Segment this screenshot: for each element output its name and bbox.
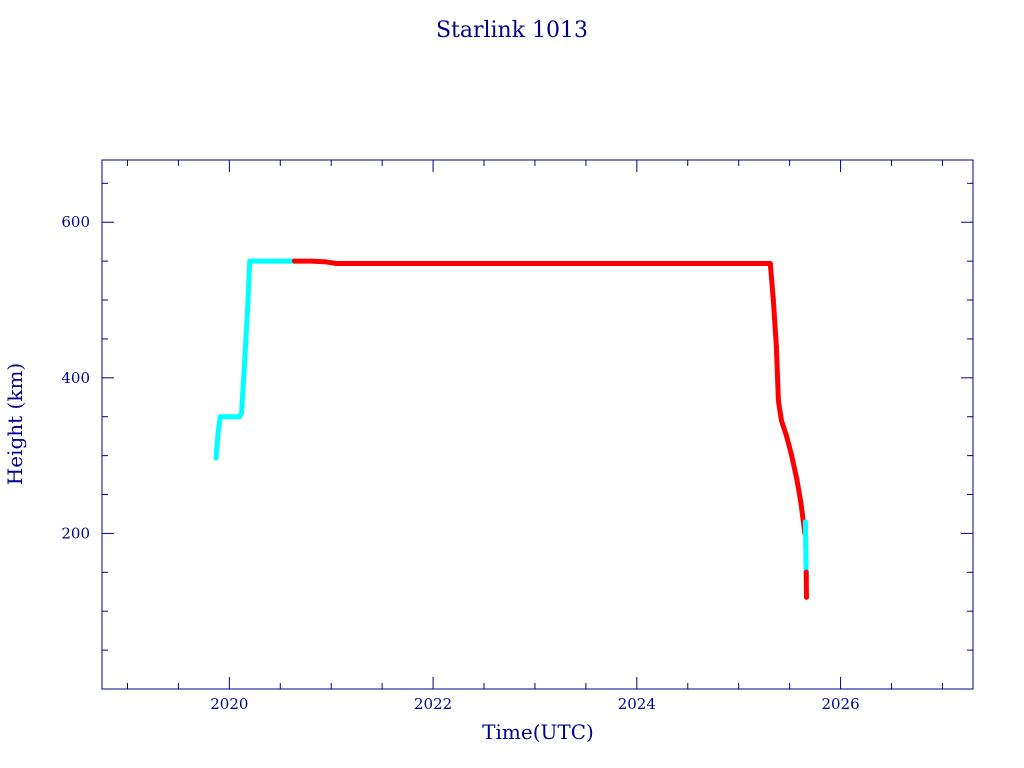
- data-point: [778, 418, 784, 424]
- chart-title: Starlink 1013: [436, 18, 588, 43]
- data-point: [784, 433, 790, 439]
- data-point: [430, 260, 436, 266]
- y-tick-label: 200: [61, 524, 90, 542]
- data-point: [775, 398, 781, 404]
- x-tick-label: 2026: [821, 695, 859, 713]
- data-point: [247, 258, 253, 264]
- data-point: [794, 476, 800, 482]
- data-point: [583, 260, 589, 266]
- data-point: [215, 429, 221, 435]
- data-point: [685, 260, 691, 266]
- data-point: [379, 260, 385, 266]
- data-point: [277, 258, 283, 264]
- data-point: [770, 297, 776, 303]
- series-line-1: [292, 258, 808, 536]
- plot-border: [101, 159, 974, 690]
- data-point: [213, 455, 219, 461]
- series-line-2: [802, 519, 809, 579]
- data-point: [308, 258, 314, 264]
- data-point: [226, 414, 232, 420]
- data-point: [231, 414, 237, 420]
- x-axis-label: Time(UTC): [482, 720, 594, 744]
- data-point: [239, 410, 245, 416]
- data-point: [221, 414, 227, 420]
- data-point: [532, 260, 538, 266]
- data-point: [803, 542, 809, 548]
- data-point: [242, 359, 248, 365]
- data-point: [803, 558, 809, 564]
- data-point: [803, 594, 809, 600]
- data-point: [767, 260, 773, 266]
- data-point: [736, 260, 742, 266]
- y-tick-label: 600: [61, 213, 90, 231]
- data-point: [245, 305, 251, 311]
- data-point: [237, 414, 243, 420]
- data-point: [333, 260, 339, 266]
- y-tick-label: 400: [61, 369, 90, 387]
- data-point: [292, 258, 298, 264]
- x-tick-label: 2024: [618, 695, 656, 713]
- data-point: [267, 258, 273, 264]
- data-point: [217, 414, 223, 420]
- data-point: [756, 260, 762, 266]
- series-line-0: [213, 258, 298, 461]
- data-point: [789, 453, 795, 459]
- data-marks: [213, 258, 809, 600]
- x-tick-label: 2020: [210, 695, 248, 713]
- data-point: [323, 259, 329, 265]
- data-point: [481, 260, 487, 266]
- data-point: [803, 569, 809, 575]
- plot-frame: [101, 159, 974, 690]
- data-point: [802, 519, 808, 525]
- data-point: [252, 258, 258, 264]
- data-point: [798, 499, 804, 505]
- data-point: [634, 260, 640, 266]
- data-point: [287, 258, 293, 264]
- x-tick-label: 2022: [414, 695, 452, 713]
- data-point: [773, 344, 779, 350]
- data-point: [257, 258, 263, 264]
- y-axis-label: Height (km): [3, 363, 27, 485]
- axis-ticks: 2020 2022 2024 2026 200 400 600: [61, 160, 973, 713]
